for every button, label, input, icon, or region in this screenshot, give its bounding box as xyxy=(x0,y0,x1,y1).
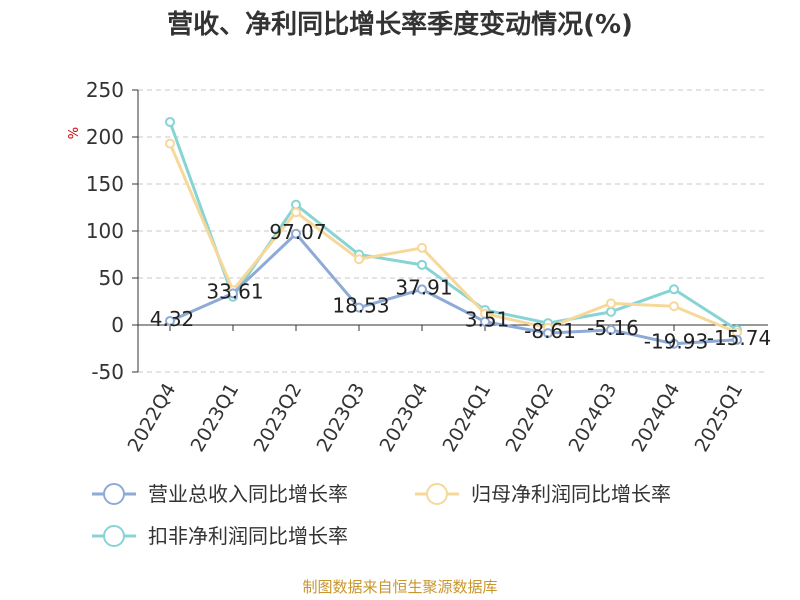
legend-marker-circle xyxy=(103,483,125,505)
x-tick-label: 2023Q2 xyxy=(250,380,307,456)
x-tick-label: 2024Q1 xyxy=(439,380,496,456)
x-tick-label: 2022Q4 xyxy=(124,380,181,456)
legend-marker-circle xyxy=(426,483,448,505)
data-point xyxy=(732,334,742,345)
legend-marker-circle xyxy=(103,525,125,547)
x-tick-label: 2024Q2 xyxy=(502,380,559,456)
y-tick-label: 0 xyxy=(111,313,124,337)
data-label: -15.74 xyxy=(707,326,771,350)
data-point xyxy=(606,306,616,317)
data-label: -8.61 xyxy=(524,319,576,343)
data-point xyxy=(417,284,427,295)
data-point xyxy=(480,316,490,327)
data-label: 3.51 xyxy=(465,308,510,332)
data-label: 4.32 xyxy=(150,307,195,331)
data-point xyxy=(354,302,364,313)
data-point xyxy=(606,298,616,309)
legend-label: 营业总收入同比增长率 xyxy=(148,482,348,506)
data-point xyxy=(228,288,238,299)
data-point xyxy=(165,138,175,149)
data-point xyxy=(354,254,364,265)
data-point xyxy=(543,328,553,339)
data-point xyxy=(417,259,427,270)
y-tick-label: 200 xyxy=(86,125,124,149)
series-line xyxy=(168,142,738,334)
data-point xyxy=(165,116,175,127)
series-line xyxy=(169,232,738,346)
data-label: 18.53 xyxy=(332,294,389,318)
x-tick-label: 2023Q1 xyxy=(187,380,244,456)
data-point xyxy=(669,301,679,312)
y-axis-unit-label: % xyxy=(67,127,82,139)
chart-title: 营收、净利同比增长率季度变动情况(%) xyxy=(167,10,633,40)
y-tick-label: -50 xyxy=(91,360,124,384)
data-point xyxy=(165,315,175,326)
x-tick-label: 2025Q1 xyxy=(691,380,748,456)
data-label: 33.61 xyxy=(206,279,263,303)
data-label: 97.07 xyxy=(269,220,326,244)
data-point xyxy=(291,207,301,218)
data-point xyxy=(669,338,679,349)
data-label: -5.16 xyxy=(587,316,639,340)
data-point xyxy=(417,242,427,253)
data-source-note: 制图数据来自恒生聚源数据库 xyxy=(302,578,498,596)
x-tick-label: 2023Q4 xyxy=(376,380,433,456)
data-point xyxy=(291,228,301,239)
x-tick-label: 2024Q3 xyxy=(565,380,622,456)
y-tick-label: 100 xyxy=(86,219,124,243)
y-tick-label: 50 xyxy=(99,266,124,290)
y-tick-label: 250 xyxy=(86,78,124,102)
legend-label: 扣非净利润同比增长率 xyxy=(148,524,348,548)
y-tick-label: 150 xyxy=(86,172,124,196)
data-point xyxy=(606,324,616,335)
x-tick-label: 2023Q3 xyxy=(313,380,370,456)
legend-label: 归母净利润同比增长率 xyxy=(471,482,671,506)
data-point xyxy=(669,284,679,295)
data-label: 37.91 xyxy=(395,275,452,299)
data-label: -19.93 xyxy=(644,330,708,354)
x-tick-label: 2024Q4 xyxy=(628,380,685,456)
